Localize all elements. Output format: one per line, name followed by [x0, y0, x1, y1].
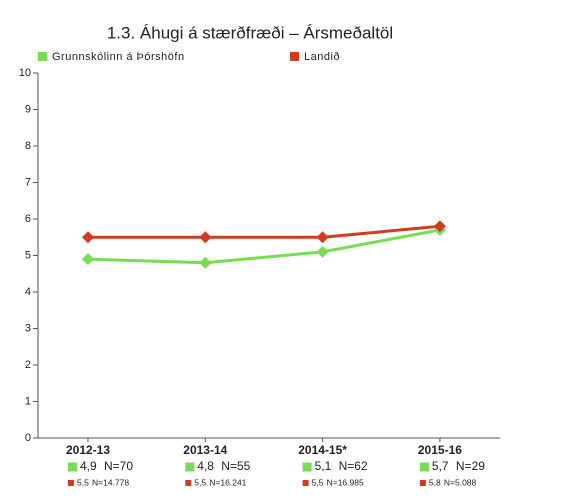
legend-label: Grunnskólinn á Þórshöfn	[52, 51, 185, 63]
table-swatch	[302, 462, 312, 472]
data-point	[82, 231, 94, 244]
value-label: 5,7	[432, 459, 449, 473]
value-label: 4,9	[80, 459, 97, 473]
x-tick-label: 2013-14	[183, 443, 227, 457]
series-line	[87, 228, 441, 265]
value-label: 5,5	[312, 477, 324, 487]
y-tick-label: 6	[25, 213, 31, 225]
data-point	[316, 245, 329, 258]
count-label: N=70	[104, 459, 133, 473]
y-tick-label: 1	[25, 395, 31, 407]
table-swatch	[419, 480, 426, 486]
table-swatch	[185, 462, 195, 472]
y-tick-label: 8	[25, 140, 31, 152]
data-point	[433, 220, 446, 233]
value-label: 4,8	[197, 459, 214, 473]
table-swatch	[419, 462, 429, 472]
y-tick-label: 5	[25, 249, 31, 261]
data-point	[82, 253, 94, 266]
chart-title: 1.3. Áhugi á stærðfræði – Ársmeðaltöl	[107, 23, 393, 42]
count-label: N=55	[221, 459, 250, 473]
value-label: 5,5	[77, 477, 89, 487]
value-label: 5,8	[429, 477, 441, 487]
table-swatch	[68, 462, 77, 472]
y-tick-label: 0	[25, 432, 31, 444]
count-label: N=14.778	[92, 477, 129, 487]
count-label: N=29	[456, 459, 485, 473]
value-label: 5,5	[194, 477, 206, 487]
y-tick-label: 4	[25, 286, 31, 298]
data-point	[316, 231, 329, 244]
legend-swatch	[38, 52, 47, 61]
data-point	[199, 231, 212, 244]
table-swatch	[185, 480, 192, 486]
y-tick-label: 7	[25, 176, 31, 188]
y-tick-label: 10	[19, 67, 31, 79]
table-swatch	[68, 480, 74, 486]
table-swatch	[302, 480, 309, 486]
count-label: N=16.241	[209, 477, 246, 487]
x-tick-label: 2012-13	[66, 443, 110, 457]
count-label: N=62	[339, 459, 368, 473]
y-tick-label: 2	[25, 359, 31, 371]
series-line	[88, 224, 441, 239]
legend-swatch	[290, 52, 299, 61]
legend-label: Landið	[304, 51, 340, 63]
y-tick-label: 9	[25, 103, 31, 115]
data-point	[199, 256, 212, 269]
y-tick-label: 3	[25, 322, 31, 334]
count-label: N=16.985	[327, 477, 364, 487]
x-tick-label: 2015-16	[418, 443, 462, 457]
value-label: 5,1	[315, 459, 332, 473]
count-label: N=5.088	[444, 477, 477, 487]
x-tick-label: 2014-15*	[298, 443, 347, 457]
